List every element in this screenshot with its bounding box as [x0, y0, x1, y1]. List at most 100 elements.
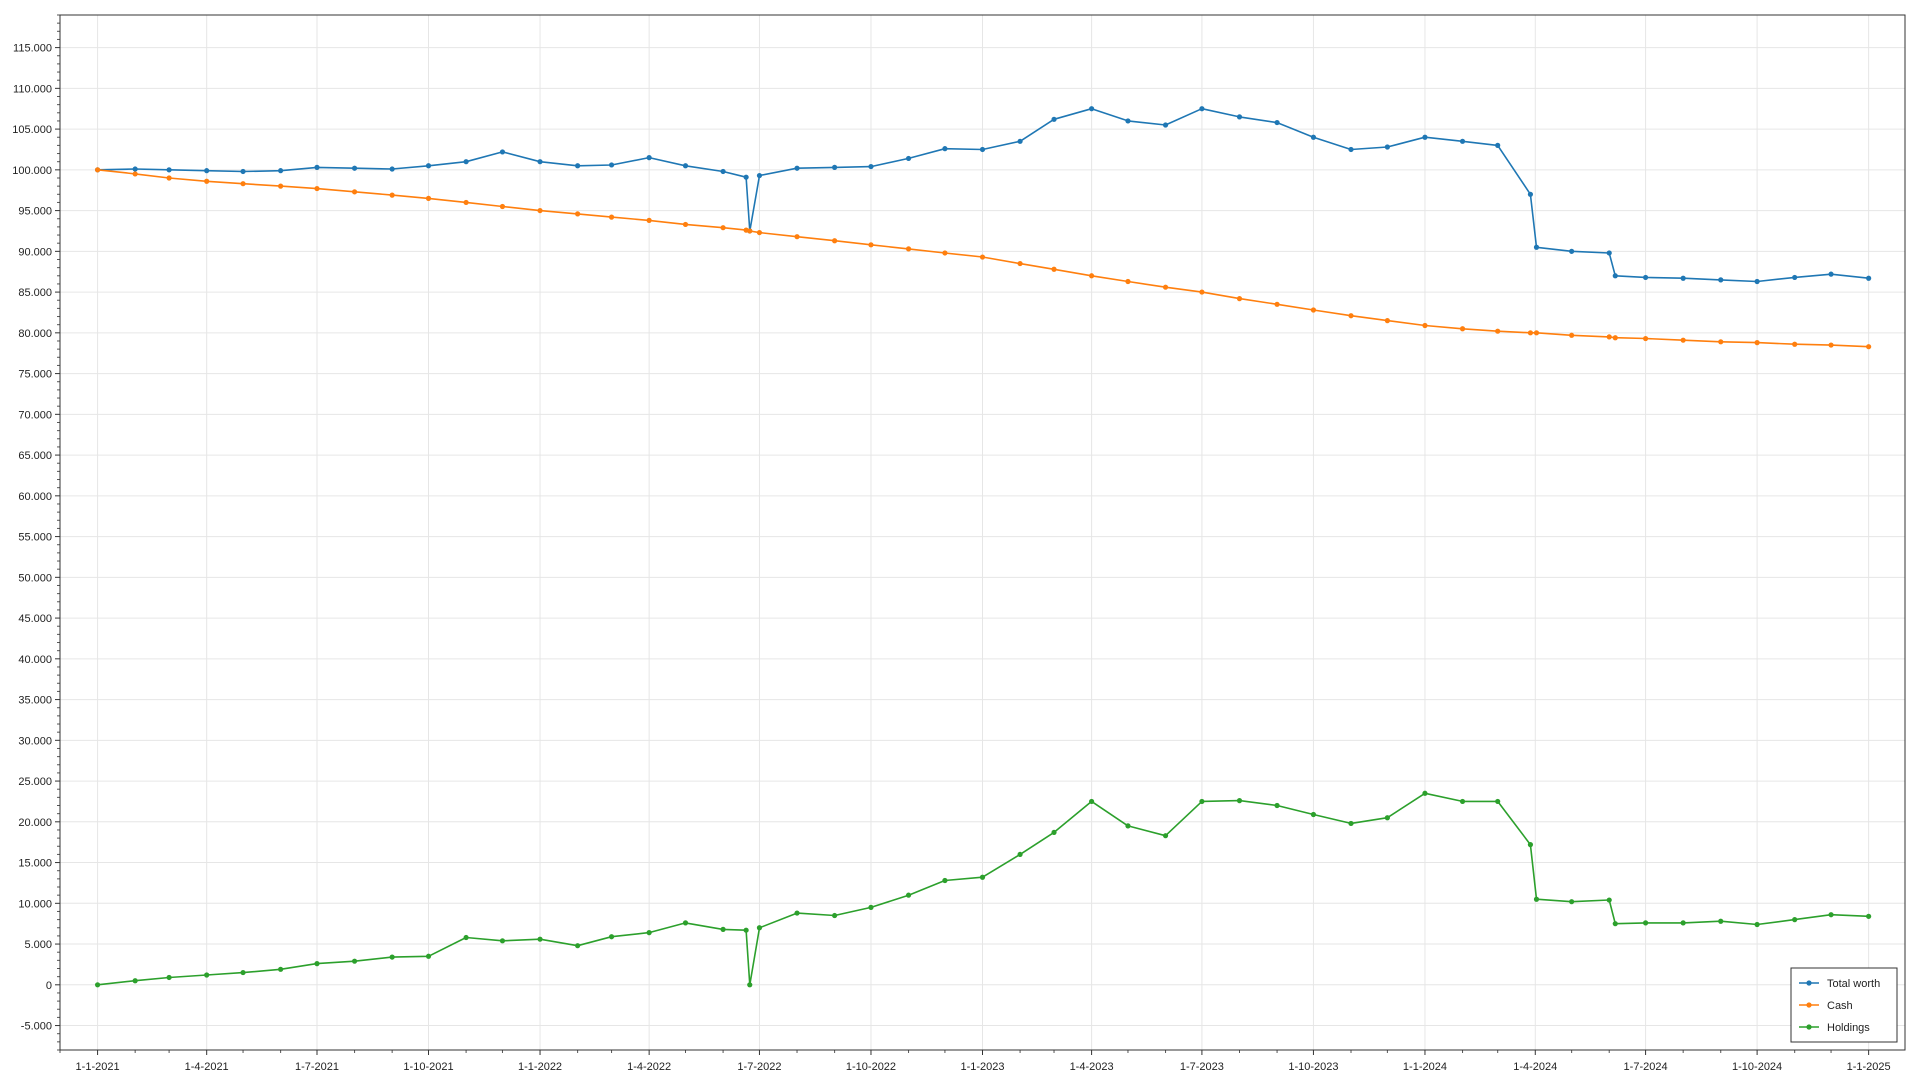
y-tick-label: 10.000	[18, 898, 52, 910]
data-point	[1606, 250, 1612, 256]
data-point	[1310, 134, 1317, 140]
legend-item[interactable]: Total worth	[1799, 978, 1880, 990]
data-point	[1828, 342, 1834, 348]
data-point	[1754, 340, 1760, 346]
y-tick-label: 100.000	[12, 165, 52, 177]
data-point	[1866, 344, 1872, 350]
data-point	[537, 207, 543, 214]
y-tick-label: 115.000	[13, 43, 52, 55]
data-point	[1718, 277, 1724, 283]
data-point	[1125, 823, 1131, 829]
legend-item[interactable]: Holdings	[1799, 1022, 1870, 1034]
x-tick-label: 1-4-2022	[627, 1061, 671, 1073]
x-tick-label: 1-4-2024	[1513, 1061, 1557, 1073]
data-point	[463, 199, 469, 206]
y-tick-label: 35.000	[18, 695, 52, 707]
data-point	[682, 920, 689, 926]
data-point	[720, 225, 726, 231]
x-tick-label: 1-10-2021	[403, 1061, 453, 1073]
data-point	[1792, 274, 1798, 281]
x-tick-label: 1-1-2024	[1403, 1061, 1447, 1073]
x-tick-label: 1-10-2024	[1732, 1061, 1782, 1073]
data-point	[1088, 106, 1095, 112]
data-point	[94, 982, 101, 988]
data-point	[905, 246, 912, 252]
data-point	[1051, 829, 1057, 836]
data-point	[1199, 289, 1205, 295]
data-point	[646, 930, 652, 936]
data-point	[1680, 920, 1686, 926]
data-point	[351, 165, 358, 171]
y-tick-label: 5.000	[24, 939, 52, 951]
data-point	[743, 927, 749, 933]
data-point	[832, 912, 838, 919]
data-point	[1828, 912, 1834, 918]
legend-label: Cash	[1827, 1000, 1853, 1012]
data-point	[942, 250, 948, 256]
data-point	[463, 159, 469, 165]
data-point	[1459, 138, 1466, 144]
x-tick-label: 1-7-2021	[295, 1061, 339, 1073]
x-tick-label: 1-7-2024	[1624, 1061, 1668, 1073]
data-point	[868, 163, 874, 170]
data-point	[979, 254, 986, 260]
data-point	[1612, 921, 1618, 927]
series-group	[94, 106, 1872, 988]
data-point	[1236, 114, 1243, 120]
y-tick-label: 85.000	[18, 287, 52, 299]
data-point	[94, 167, 101, 173]
x-tick-label: 1-1-2023	[960, 1061, 1004, 1073]
x-tick-label: 1-10-2023	[1288, 1061, 1338, 1073]
data-point	[240, 969, 246, 976]
data-point	[1718, 918, 1724, 924]
data-point	[204, 972, 210, 978]
data-point	[166, 175, 172, 181]
data-point	[575, 943, 581, 949]
data-point	[747, 228, 753, 234]
data-point	[389, 166, 395, 172]
data-point	[314, 961, 320, 967]
data-point	[1527, 191, 1534, 197]
y-tick-label: 25.000	[18, 776, 52, 788]
data-point	[1088, 273, 1095, 279]
data-point	[905, 155, 912, 162]
data-point	[1310, 811, 1317, 818]
data-point	[1612, 335, 1618, 341]
data-point	[1199, 106, 1205, 112]
data-point	[575, 163, 581, 169]
data-point	[1459, 798, 1466, 805]
legend-item[interactable]: Cash	[1799, 1000, 1853, 1012]
x-tick-label: 1-4-2023	[1070, 1061, 1114, 1073]
data-point	[794, 910, 800, 916]
data-point	[1495, 142, 1501, 148]
data-point	[499, 203, 506, 210]
data-point	[132, 171, 138, 177]
x-tick-label: 1-1-2025	[1847, 1061, 1891, 1073]
data-point	[1533, 896, 1540, 902]
data-point	[351, 958, 358, 964]
x-tick-label: 1-1-2021	[76, 1061, 120, 1073]
data-point	[1792, 341, 1798, 347]
data-point	[1495, 328, 1501, 334]
data-point	[1125, 118, 1131, 124]
data-point	[794, 234, 800, 240]
x-tick-label: 1-7-2023	[1180, 1061, 1224, 1073]
data-point	[1495, 798, 1501, 805]
data-point	[682, 221, 689, 228]
data-point	[1348, 146, 1354, 153]
data-point	[747, 982, 753, 988]
data-point	[868, 242, 874, 248]
data-point	[1606, 334, 1612, 340]
data-point	[1828, 271, 1834, 277]
data-point	[794, 165, 800, 171]
legend[interactable]: Total worth Cash Holdings	[1790, 967, 1898, 1043]
axes: -5.000 0 5.000 10.000 15.000 20.000 25.000 30.0…	[12, 14, 1906, 1073]
data-point	[1754, 921, 1760, 928]
data-point	[942, 877, 948, 884]
data-point	[166, 974, 172, 981]
data-point	[1051, 266, 1057, 272]
y-tick-label: 20.000	[18, 817, 52, 829]
data-point	[1348, 820, 1354, 827]
legend-label: Holdings	[1827, 1022, 1870, 1034]
